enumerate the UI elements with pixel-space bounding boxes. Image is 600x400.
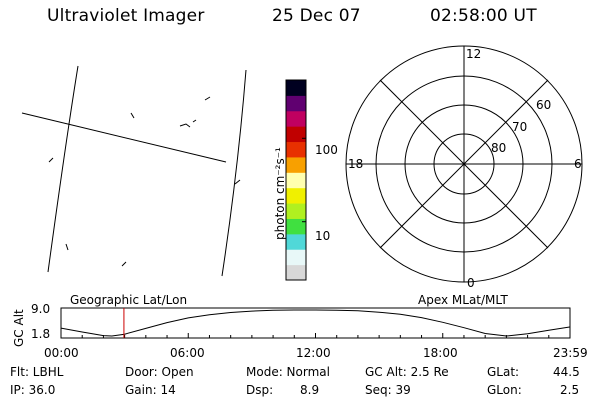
colorbar-segment [286,141,306,158]
colorbar-segment [286,172,306,189]
lat-label-60: 60 [536,98,552,112]
mlt-label-0: 0 [467,276,475,290]
mlt-label-12: 12 [466,47,482,61]
info-dsp-label: Dsp: [246,383,274,397]
info-dsp-value: 8.9 [300,383,320,397]
colorbar-segment [286,249,306,266]
map-coast-8 [121,261,127,267]
colorbar-segment [286,233,306,250]
info-gain: Gain: 14 [125,383,176,397]
info-glon-label: GLon: [487,383,522,397]
colorbar-segment [286,264,306,281]
map-coast-7 [65,243,69,251]
info-gcalt: GC Alt: 2.5 Re [365,365,449,379]
info-mode: Mode: Normal [246,365,330,379]
info-door: Door: Open [125,365,194,379]
info-glon-value: 2.5 [560,383,580,397]
date-label: 25 Dec 07 [272,6,361,26]
colorbar-segment [286,80,306,96]
colorbar-segment [286,95,306,112]
altitude-ytick-max: 9.0 [31,302,51,316]
map-coast-5 [48,157,54,163]
colorbar-segment [286,156,306,173]
info-ip: IP: 36.0 [10,383,56,397]
polar-diagonal-2 [379,79,549,249]
altitude-series-line [60,309,570,337]
map-coast-2 [179,123,191,128]
info-glat-value: 44.5 [553,365,580,379]
info-seq: Seq: 39 [365,383,411,397]
colorbar-segment [286,110,306,127]
map-meridian-left [47,65,79,273]
mlt-label-6: 6 [574,157,582,171]
map-parallel [21,112,227,163]
altitude-xtick-0000: 00:00 [44,346,79,360]
colorbar-tick-100: 100 [315,143,338,157]
altitude-xtick-1800: 18:00 [423,346,458,360]
altitude-xtick-2359: 23:59 [553,346,588,360]
mlt-label-18: 18 [348,157,364,171]
colorbar-segment [286,187,306,204]
colorbar-tick-10: 10 [315,229,331,243]
colorbar-segment [286,126,306,143]
geographic-label: Geographic Lat/Lon [70,293,188,307]
altitude-ytick-min: 1.8 [31,327,51,341]
colorbar-segment [286,203,306,219]
map-coast-4 [204,96,211,101]
map-coast-1 [130,112,135,119]
app-title: Ultraviolet Imager [47,6,205,26]
apex-label: Apex MLat/MLT [418,293,508,307]
lat-label-70: 70 [512,120,528,134]
altitude-ylabel: GC Alt [12,309,26,347]
map-meridian-right [221,69,247,277]
time-label: 02:58:00 UT [430,6,537,26]
altitude-xtick-1200: 12:00 [296,346,331,360]
map-coast-3 [192,119,197,123]
altitude-xtick-0600: 06:00 [170,346,205,360]
info-flt: Flt: LBHL [10,365,64,379]
colorbar-segment [286,218,306,235]
map-coast-6 [234,179,241,185]
info-glat-label: GLat: [487,365,520,379]
lat-label-80: 80 [491,141,507,155]
